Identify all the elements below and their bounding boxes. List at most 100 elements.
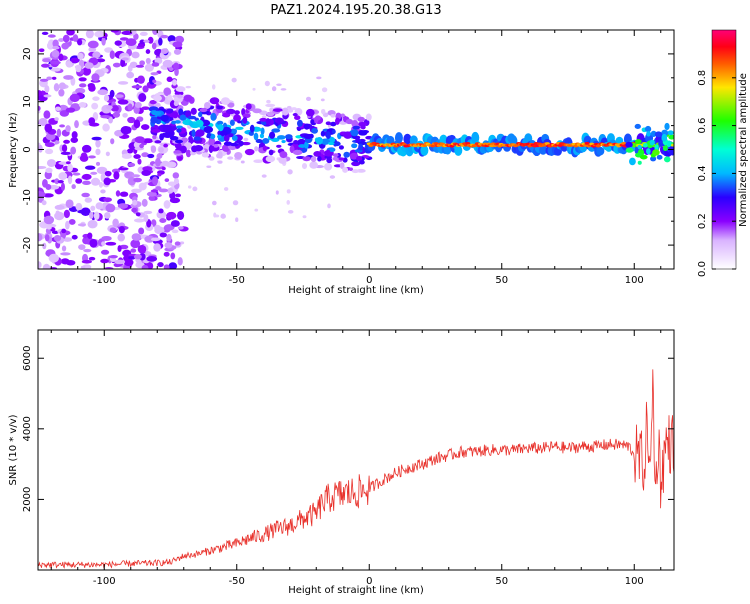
spectrogram-cell xyxy=(166,211,177,220)
spectrogram-cell xyxy=(44,234,50,242)
spectrogram-cell xyxy=(158,188,169,193)
spectrogram-cell xyxy=(150,116,158,124)
spectrogram-cell xyxy=(66,30,75,36)
spectrogram-cell xyxy=(285,134,293,140)
spectrogram-cell xyxy=(634,139,642,145)
spectrogram-cell xyxy=(298,144,307,148)
spectrogram-cell xyxy=(131,233,142,241)
spectrogram-cell xyxy=(155,186,162,191)
spectrogram-cell xyxy=(174,241,181,246)
spectrogram-cell xyxy=(174,120,181,124)
spectrogram-cell xyxy=(92,51,101,59)
spectrogram-cell xyxy=(126,148,134,154)
spectrogram-cell xyxy=(190,107,197,115)
spectrogram-cell xyxy=(637,160,642,165)
spectrogram-cell xyxy=(147,153,155,159)
spectrogram-cell xyxy=(220,213,226,219)
spectrogram-cell xyxy=(261,115,267,119)
spectrogram-cell xyxy=(101,36,106,46)
spectrogram-cell xyxy=(161,160,170,167)
spectrogram-cell xyxy=(41,31,49,36)
spectrogram-cell xyxy=(242,116,248,124)
spectrogram-cell xyxy=(279,151,288,159)
spectrogram-cell xyxy=(105,241,117,246)
spectrogram-cell xyxy=(126,71,135,79)
snr-xtick-label: 100 xyxy=(625,576,644,587)
spectrogram-cell xyxy=(172,41,183,48)
spectrogram-cell xyxy=(60,258,70,265)
spectrogram-cell xyxy=(120,125,132,135)
spectrogram-cell xyxy=(287,108,294,113)
spectrogram-cell xyxy=(265,103,276,108)
spectrogram-cell xyxy=(42,242,47,250)
spectrogram-cell xyxy=(275,190,279,195)
spectrogram-cell xyxy=(84,165,96,170)
spectrogram-cell xyxy=(252,108,262,114)
snr-xtick-label: 0 xyxy=(366,576,372,587)
spectrogram-cell xyxy=(248,131,254,136)
snr-ytick-label: 4000 xyxy=(22,416,33,441)
spectrogram-cell xyxy=(39,78,49,82)
spectrogram-cell xyxy=(75,64,82,73)
spectrogram-cell xyxy=(143,214,149,223)
spectrogram-cell xyxy=(146,191,157,197)
spectrogram-cell xyxy=(121,153,132,159)
spectrogram-cell xyxy=(204,102,211,109)
spectrogram-cell xyxy=(131,174,141,178)
spectrogram-cell xyxy=(264,80,270,87)
spectrogram-cell xyxy=(151,128,161,133)
spectrogram-cell xyxy=(235,126,244,131)
spectrogram-cell xyxy=(131,51,140,59)
spectrogram-cell xyxy=(217,124,224,132)
spectrogram-cell xyxy=(130,248,137,253)
spectrogram-cell xyxy=(125,38,137,47)
spectrogram-plot-area xyxy=(38,30,674,269)
spectrogram-cell xyxy=(65,107,76,113)
spectrogram-cell xyxy=(296,119,303,127)
spectrogram-cell xyxy=(329,175,336,179)
spectrogram-cell xyxy=(281,139,286,144)
spectrogram-cell xyxy=(150,237,161,242)
spectrogram-cell xyxy=(305,108,315,117)
spectrogram-cell xyxy=(157,262,164,268)
spectrogram-cell xyxy=(129,61,138,69)
spectrogram-cell xyxy=(301,163,308,170)
spectrogram-cell xyxy=(38,118,48,126)
spectrogram-cell xyxy=(266,99,271,104)
spectrogram-cell xyxy=(100,115,111,119)
spectrogram-cell xyxy=(105,151,110,157)
spectrogram-cell xyxy=(169,135,179,141)
spectrogram-cell xyxy=(173,100,179,107)
spectrogram-cell xyxy=(77,223,87,227)
spectrogram-cell xyxy=(84,174,91,180)
spectrogram-cell xyxy=(281,107,289,116)
colorbar: 0.0 0.2 0.4 0.6 0.8 Normalized spectral ampl… xyxy=(697,29,749,277)
spectrogram-cell xyxy=(58,172,68,180)
spectrogram-ytick-label: 20 xyxy=(22,48,33,61)
spectrogram-cell xyxy=(262,138,270,144)
spectrogram-cell xyxy=(358,160,365,165)
spectrogram-cell xyxy=(59,124,65,128)
spectrogram-cell xyxy=(138,182,147,191)
spectrogram-cell xyxy=(188,120,194,127)
spectrogram-cell xyxy=(88,117,96,125)
spectrogram-cell xyxy=(219,131,228,136)
spectrogram-cell xyxy=(38,105,41,111)
spectrogram-cell xyxy=(46,226,52,230)
spectrogram-cell xyxy=(156,152,163,159)
spectrogram-cell xyxy=(91,102,99,110)
spectrogram-cell xyxy=(140,124,150,130)
spectrogram-cell xyxy=(122,112,128,118)
spectrogram-cell xyxy=(351,161,361,167)
spectrogram-cell xyxy=(321,108,326,115)
spectrogram-cell xyxy=(48,253,59,263)
spectrogram-cell xyxy=(71,184,76,190)
spectrogram-cell xyxy=(95,148,101,156)
spectrogram-cell xyxy=(137,75,145,84)
spectrogram-cell xyxy=(65,199,74,209)
spectrogram-cell xyxy=(338,157,345,161)
spectrogram-cell xyxy=(53,234,62,242)
spectrogram-cell xyxy=(165,108,174,114)
spectrogram-cell xyxy=(157,173,162,177)
